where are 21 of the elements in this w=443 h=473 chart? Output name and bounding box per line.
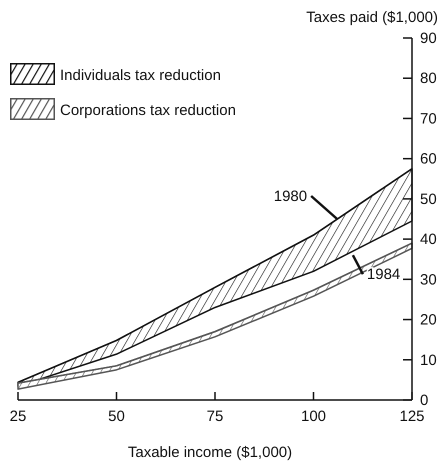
y-tick-label: 70 [420, 110, 437, 128]
x-tick-label: 100 [300, 408, 326, 425]
x-axis-title: Taxable income ($1,000) [128, 444, 292, 461]
x-tick-label: 75 [206, 408, 224, 425]
annotation: 1980 [274, 188, 308, 205]
y-axis-title: Taxes paid ($1,000) [306, 9, 438, 26]
x-tick-label: 125 [399, 408, 425, 425]
y-tick-label: 90 [420, 30, 437, 47]
y-tick-label: 40 [420, 231, 437, 248]
x-tick-label: 50 [108, 408, 125, 425]
y-tick-label: 50 [420, 190, 437, 208]
x-tick-label: 25 [10, 408, 26, 425]
legend-label: Individuals tax reduction [60, 67, 221, 84]
legend-label: Corporations tax reduction [60, 102, 236, 119]
y-tick-label: 10 [420, 352, 437, 369]
y-tick-label: 20 [420, 312, 437, 329]
y-tick-label: 30 [420, 271, 437, 288]
y-tick-label: 60 [420, 150, 437, 168]
y-tick-label: 80 [420, 70, 437, 88]
y-tick-label: 0 [420, 392, 428, 409]
annotation: 1984 [366, 266, 400, 284]
